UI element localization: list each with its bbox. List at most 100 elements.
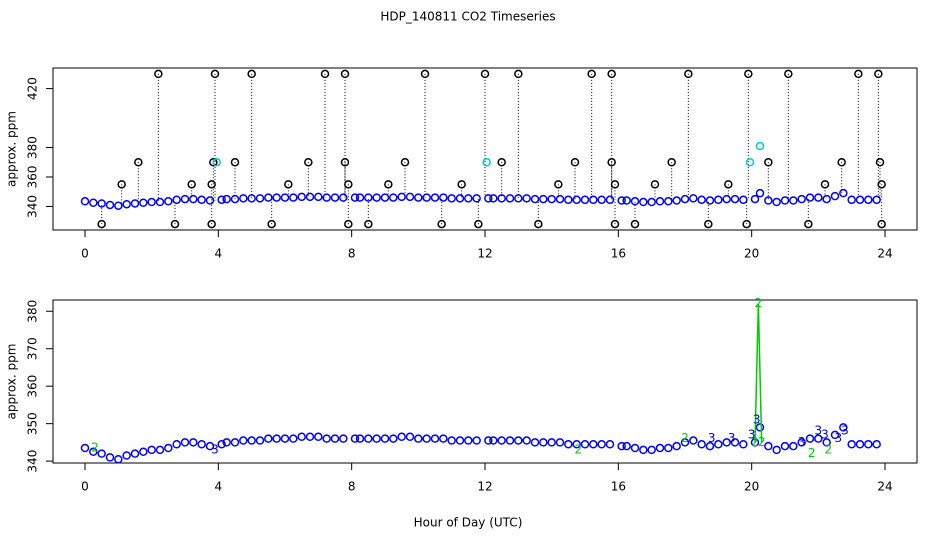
point	[804, 219, 813, 229]
point	[389, 434, 398, 443]
y-tick-label: 340	[26, 195, 40, 218]
point	[610, 219, 620, 229]
point	[114, 201, 123, 210]
point	[457, 180, 466, 189]
point	[400, 158, 410, 167]
point	[755, 423, 765, 432]
point	[580, 195, 590, 205]
point	[97, 449, 106, 458]
point	[464, 436, 473, 445]
point	[607, 158, 616, 167]
point	[105, 453, 115, 462]
point	[839, 188, 848, 198]
point	[680, 194, 690, 204]
point	[667, 158, 676, 167]
x-tick-label: 4	[215, 480, 223, 494]
point	[305, 432, 315, 442]
point-symbol: 3	[728, 431, 736, 445]
point	[340, 158, 350, 167]
point	[705, 196, 715, 205]
point	[587, 69, 596, 79]
point	[280, 193, 290, 202]
point	[605, 440, 615, 449]
point	[505, 194, 515, 203]
point	[239, 436, 248, 445]
point	[764, 196, 773, 205]
point	[622, 196, 631, 205]
point-symbol: 2	[91, 441, 99, 455]
point	[472, 194, 481, 203]
point	[172, 440, 181, 449]
point	[147, 197, 156, 207]
point	[789, 441, 798, 451]
point	[722, 438, 731, 447]
point	[197, 195, 206, 205]
point	[534, 219, 543, 229]
point	[320, 69, 330, 79]
point	[830, 191, 840, 201]
point	[704, 219, 713, 229]
point	[350, 193, 360, 202]
point	[482, 158, 491, 167]
point	[797, 438, 806, 447]
point	[139, 198, 148, 208]
point	[80, 197, 90, 206]
point	[872, 440, 881, 449]
point	[822, 194, 831, 204]
point	[489, 436, 498, 445]
point	[547, 438, 556, 447]
point	[530, 438, 540, 447]
point	[89, 447, 98, 457]
point	[714, 195, 723, 205]
point	[555, 438, 565, 447]
x-tick-label: 24	[877, 247, 892, 261]
x-tick-label: 20	[744, 480, 759, 494]
point	[789, 196, 798, 205]
point	[764, 158, 773, 167]
point	[697, 195, 706, 205]
point	[705, 441, 715, 451]
point	[372, 193, 381, 202]
point	[647, 197, 656, 207]
point	[405, 432, 415, 442]
point	[210, 69, 220, 79]
point	[170, 219, 180, 229]
point	[280, 434, 290, 443]
point	[147, 445, 156, 455]
point	[437, 219, 446, 229]
point	[430, 193, 440, 202]
series-line	[757, 303, 763, 443]
point	[255, 194, 265, 203]
point	[355, 193, 365, 202]
point	[474, 219, 483, 229]
point	[814, 434, 823, 443]
y-axis-label: approx. ppm	[5, 344, 19, 420]
point	[330, 193, 340, 202]
point	[305, 192, 315, 202]
point	[397, 432, 406, 442]
point	[164, 197, 173, 206]
point	[339, 434, 348, 443]
x-tick-label: 0	[81, 480, 89, 494]
point	[855, 440, 865, 449]
point	[847, 195, 856, 205]
point	[864, 440, 873, 449]
point	[422, 434, 431, 443]
point	[805, 434, 815, 443]
point	[187, 180, 196, 189]
point	[564, 440, 573, 449]
point	[655, 443, 665, 453]
point	[610, 180, 620, 189]
point	[639, 197, 648, 207]
point	[472, 436, 481, 445]
y-tick-label: 380	[26, 300, 40, 323]
point	[217, 440, 226, 449]
point	[755, 141, 765, 151]
point	[742, 219, 751, 229]
point	[855, 195, 865, 205]
point	[97, 199, 106, 208]
point	[820, 180, 830, 189]
point	[647, 445, 656, 455]
point	[105, 200, 115, 210]
